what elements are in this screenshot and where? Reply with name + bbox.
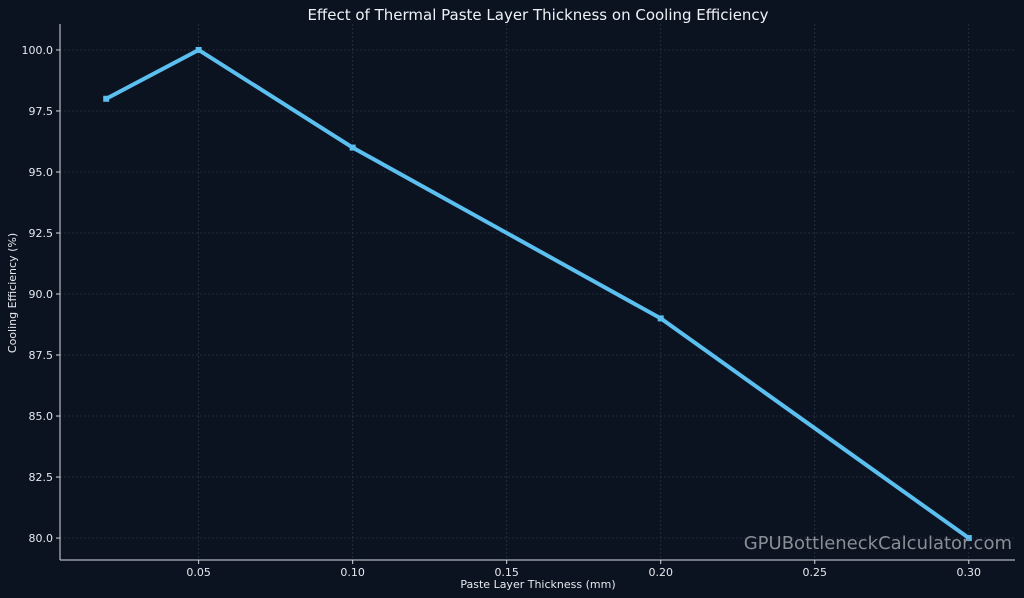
x-tick-label: 0.30 [957,566,982,579]
y-tick-label: 87.5 [29,349,54,362]
y-axis-title: Cooling Efficiency (%) [6,233,19,353]
x-tick-label: 0.05 [186,566,211,579]
watermark-text: GPUBottleneckCalculator.com [744,533,1012,554]
y-tick-label: 80.0 [29,532,54,545]
x-tick-label: 0.10 [340,566,365,579]
ticks: 0.05 0.10 0.15 0.20 0.25 0.30 80.0 82.5 85.0 87.5… [22,44,982,579]
y-tick-label: 82.5 [29,471,54,484]
data-point [965,535,972,542]
y-tick-label: 90.0 [29,288,54,301]
data-point [103,95,110,102]
y-tick-label: 97.5 [29,105,54,118]
y-tick-label: 85.0 [29,410,54,423]
y-tick-label: 100.0 [22,44,54,57]
x-tick-label: 0.25 [803,566,828,579]
x-axis-title: Paste Layer Thickness (mm) [460,578,615,591]
grid [60,24,1015,560]
x-tick-label: 0.20 [648,566,673,579]
x-tick-label: 0.15 [494,566,519,579]
data-point [195,46,202,53]
y-tick-label: 95.0 [29,166,54,179]
data-point [657,315,664,322]
y-tick-label: 92.5 [29,227,54,240]
series [103,46,972,542]
data-point [349,144,356,151]
chart-title: Effect of Thermal Paste Layer Thickness … [307,6,768,24]
axes [59,24,1015,561]
